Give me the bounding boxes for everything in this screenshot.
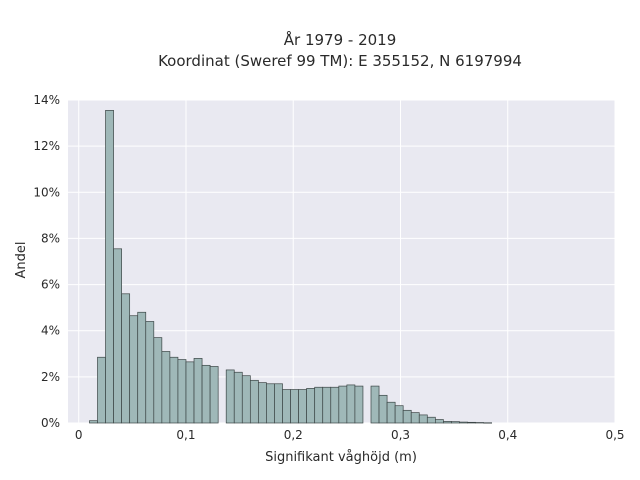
histogram-bar <box>89 420 98 424</box>
y-tick-label: 8% <box>41 231 60 245</box>
histogram-bar <box>290 389 299 424</box>
histogram-bar <box>459 421 468 424</box>
histogram-bar <box>426 416 436 424</box>
y-axis-label: Andel <box>14 242 29 279</box>
histogram-bar <box>233 371 243 424</box>
y-tick-label: 10% <box>33 185 60 199</box>
y-tick-label: 0% <box>41 416 60 430</box>
histogram-bar <box>121 293 131 424</box>
histogram-bar <box>274 383 283 424</box>
y-tick-label: 2% <box>41 370 60 384</box>
y-tick-label: 4% <box>41 324 60 338</box>
histogram-bar <box>467 421 476 424</box>
histogram-bar <box>249 379 259 424</box>
histogram-bar <box>193 358 203 424</box>
histogram-bar <box>306 388 316 424</box>
x-tick-label: 0,2 <box>284 428 303 442</box>
histogram-bar <box>153 337 163 424</box>
y-tick-label: 12% <box>33 139 60 153</box>
y-axis-ticks: 0% 2% 4% 6% 8% 10% 12% 14% <box>33 93 60 430</box>
histogram-bar <box>386 401 396 424</box>
x-axis-label: Signifikant våghöjd (m) <box>265 450 417 465</box>
histogram-bar <box>161 351 171 424</box>
histogram-bar <box>370 385 380 424</box>
histogram-bar <box>177 359 187 424</box>
histogram-bar <box>201 364 211 424</box>
chart-title-line-1: År 1979 - 2019 <box>284 30 397 49</box>
histogram-bar <box>354 385 364 424</box>
histogram-bar <box>258 382 267 424</box>
histogram-bar <box>338 385 348 424</box>
histogram-bar <box>113 248 122 424</box>
histogram-bar <box>105 110 114 424</box>
x-tick-label: 0 <box>75 428 83 442</box>
histogram-bar <box>298 389 307 424</box>
histogram-bar <box>225 369 235 424</box>
histogram-bar <box>443 421 452 424</box>
histogram-bars <box>89 110 493 424</box>
x-axis-ticks: 0 0,1 0,2 0,3 0,4 0,5 <box>75 428 625 442</box>
x-tick-label: 0,3 <box>391 428 410 442</box>
histogram-bar <box>410 412 420 424</box>
histogram-bar <box>378 394 388 424</box>
histogram-bar <box>137 311 147 424</box>
histogram-bar <box>434 419 444 424</box>
histogram-bar <box>241 375 251 424</box>
histogram-bar <box>330 386 340 424</box>
histogram-bar <box>402 409 412 424</box>
histogram-bar <box>97 356 106 424</box>
chart-title-line-2: Koordinat (Sweref 99 TM): E 355152, N 61… <box>158 52 522 70</box>
histogram-bar <box>418 414 428 424</box>
y-tick-label: 6% <box>41 278 60 292</box>
histogram-bar <box>322 386 332 424</box>
histogram-bar <box>282 389 291 424</box>
histogram-bar <box>185 361 195 424</box>
x-tick-label: 0,1 <box>176 428 195 442</box>
x-tick-label: 0,4 <box>498 428 517 442</box>
histogram-bar <box>169 356 179 424</box>
histogram-bar <box>451 421 460 424</box>
histogram-bar <box>394 405 404 424</box>
histogram-bar <box>129 315 139 424</box>
histogram-bar <box>145 321 155 424</box>
histogram-bar <box>209 366 219 424</box>
y-tick-label: 14% <box>33 93 60 107</box>
histogram-bar <box>346 384 356 424</box>
histogram-bar <box>266 383 275 424</box>
x-tick-label: 0,5 <box>605 428 624 442</box>
histogram-bar <box>314 386 324 424</box>
